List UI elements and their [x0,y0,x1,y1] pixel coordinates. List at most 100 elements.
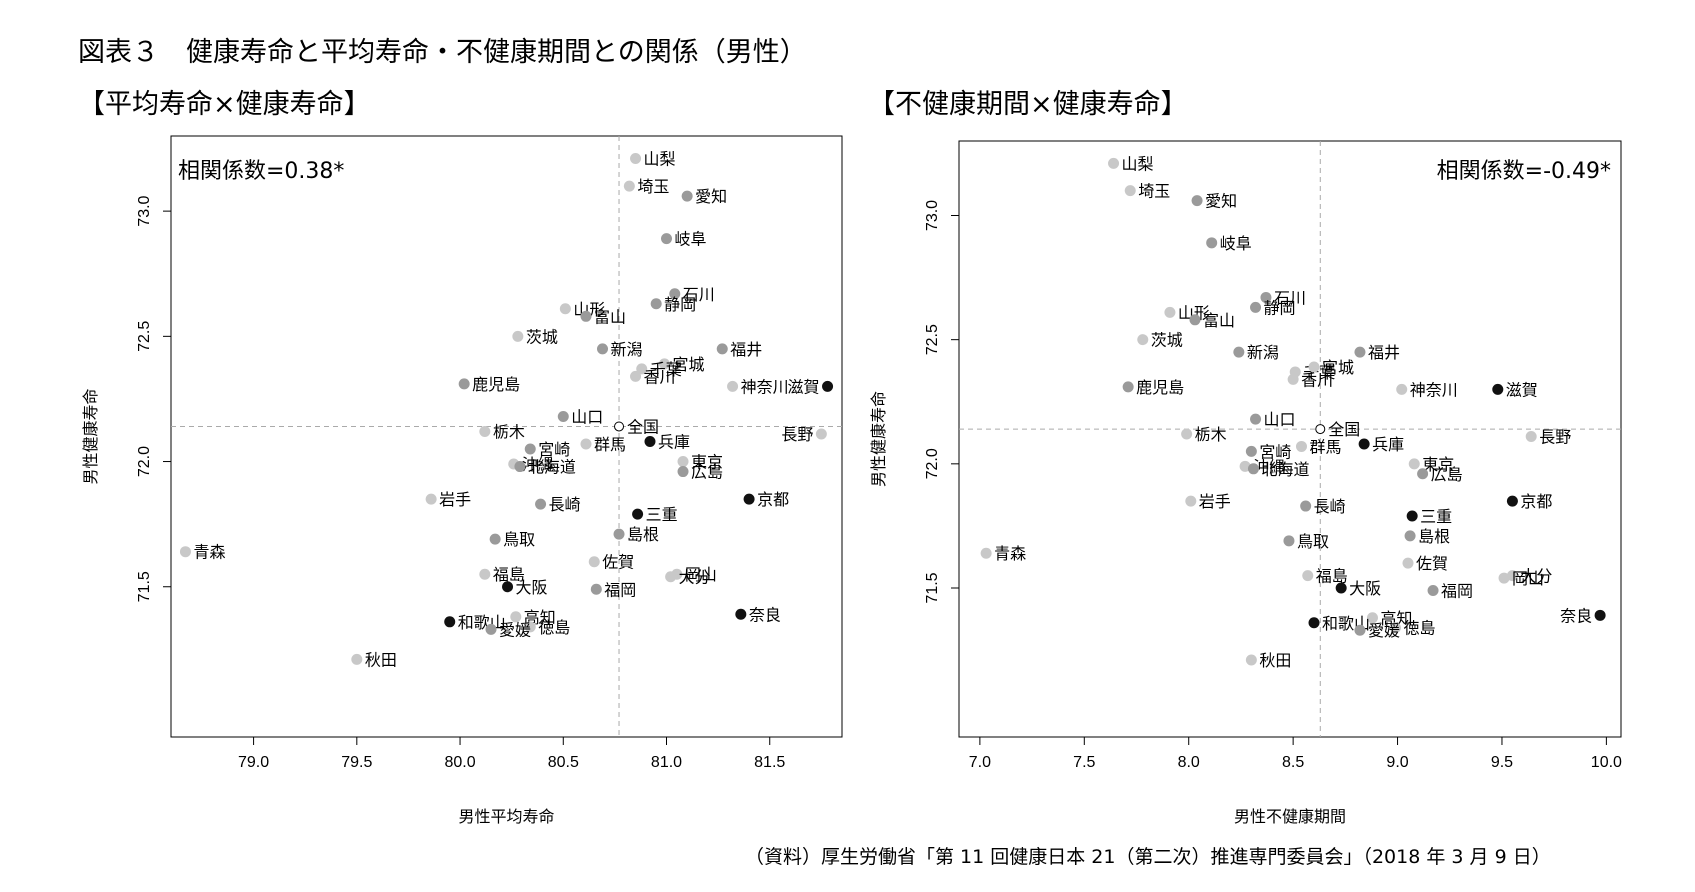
y-tick-label: 72.5 [136,321,153,352]
x-tick-label: 7.5 [1073,754,1095,771]
data-point [1233,346,1245,358]
point-label: 広島 [1431,465,1463,484]
data-point [1498,572,1510,584]
point-label: 岐阜 [675,230,707,249]
point-label: 宮城 [672,355,704,374]
data-point [743,493,755,505]
y-axis-label: 男性健康寿命 [869,391,888,487]
point-label: 鳥取 [1297,532,1329,551]
data-point [1406,510,1418,522]
point-label: 佐賀 [602,553,634,572]
data-point [1300,500,1312,512]
data-point [716,343,728,355]
point-label: 静岡 [664,295,696,314]
point-label: 岩手 [1199,492,1231,511]
data-point [1108,157,1120,169]
data-point [1189,314,1201,326]
point-label: 島根 [627,525,659,544]
point-label: 三重 [646,505,678,524]
data-point [179,546,191,558]
point-label: 北海道 [1261,460,1309,479]
data-point [510,611,522,623]
point-label: 北海道 [528,458,576,477]
plot-frame [958,140,1622,738]
data-point [614,421,625,432]
data-point [1335,582,1347,594]
data-point [588,556,600,568]
point-label: 京都 [757,490,789,509]
data-point [559,303,571,315]
point-label: 鳥取 [503,530,535,549]
data-point [636,363,648,375]
data-point [1185,495,1197,507]
data-point [1239,460,1251,472]
data-point [1245,654,1257,666]
point-label: 福岡 [604,580,636,599]
y-tick-label: 71.5 [924,572,941,603]
point-label: 奈良 [1560,606,1592,625]
data-point [1315,424,1326,435]
point-label: 栃木 [493,422,525,441]
point-label: 青森 [193,543,225,562]
point-label: 兵庫 [658,433,690,452]
y-tick-label: 72.0 [924,448,941,479]
x-tick-label: 81.5 [754,754,785,771]
data-point [980,547,992,559]
x-tick-label: 9.5 [1491,754,1513,771]
data-point [1308,617,1320,629]
data-point [1260,291,1272,303]
data-point [1122,381,1134,393]
data-point [735,608,747,620]
data-point [1124,185,1136,197]
y-tick-label: 72.0 [136,446,153,477]
data-point [1402,557,1414,569]
data-point [1358,438,1370,450]
data-point [1250,413,1262,425]
point-label: 長崎 [1314,497,1346,516]
point-label: 長野 [781,425,813,444]
y-tick-label: 73.0 [924,200,941,231]
point-label: 神奈川 [1410,380,1458,399]
x-tick-label: 9.0 [1386,754,1408,771]
point-label: 愛媛 [499,620,531,639]
left-panel-title: 【平均寿命×健康寿命】 [78,89,371,120]
data-point [1492,383,1504,395]
x-tick-label: 79.5 [341,754,372,771]
point-label: 岐阜 [1220,234,1252,253]
point-label: 大分 [679,568,711,587]
data-point [815,428,827,440]
point-label: 茨城 [526,327,558,346]
y-tick-label: 71.5 [136,571,153,602]
data-point [658,358,670,370]
data-point [1506,570,1518,582]
data-point [1427,584,1439,596]
point-label: 奈良 [749,605,781,624]
point-label: 茨城 [1151,331,1183,350]
data-point [1247,463,1259,475]
data-point [1164,306,1176,318]
point-label: 宮崎 [1259,442,1291,461]
point-label: 全国 [1328,420,1360,439]
data-point [1295,440,1307,452]
data-point [580,310,592,322]
data-point [1389,622,1401,634]
data-point [623,180,635,192]
data-point [514,461,526,473]
source-note: （資料）厚生労働省「第 11 回健康日本 21（第二次）推進専門委員会」（201… [745,846,1551,868]
x-axis-label: 男性不健康期間 [1234,807,1346,826]
right-panel-title: 【不健康期間×健康寿命】 [868,89,1188,120]
x-tick-label: 8.5 [1282,754,1304,771]
data-point [1302,570,1314,582]
data-point [661,233,673,245]
point-label: 千葉 [650,360,682,379]
point-label: 兵庫 [1372,435,1404,454]
point-label: 大分 [1520,567,1552,586]
point-label: 広島 [691,463,723,482]
data-point [1206,237,1218,249]
x-tick-label: 10.0 [1591,754,1622,771]
point-label: 宮城 [1322,358,1354,377]
point-label: 高知 [1380,609,1412,628]
point-label: 秋田 [1259,651,1291,670]
plot-frame [170,135,843,738]
